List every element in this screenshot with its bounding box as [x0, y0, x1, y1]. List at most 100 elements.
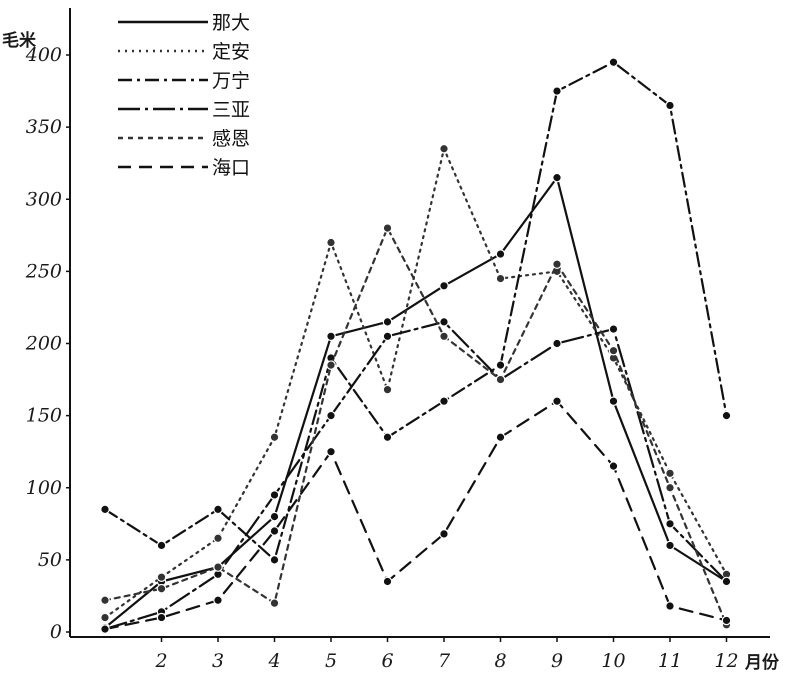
data-point	[665, 482, 675, 493]
data-point	[326, 360, 336, 370]
x-tick-label: 6	[381, 650, 393, 672]
legend-entry: 万宁	[118, 70, 250, 92]
data-point	[439, 331, 449, 342]
data-point	[213, 595, 223, 606]
x-tick-label: 4	[267, 650, 280, 672]
x-tick-label: 2	[154, 650, 167, 672]
series-lines	[100, 57, 732, 634]
data-point	[326, 331, 336, 342]
data-point	[495, 432, 506, 443]
y-tick-label: 250	[25, 260, 62, 282]
data-point	[608, 461, 619, 471]
legend-entry: 三亚	[118, 99, 250, 121]
data-point	[326, 237, 336, 248]
data-point	[665, 468, 675, 479]
legend-label: 定安	[212, 41, 250, 63]
data-point	[552, 172, 562, 183]
legend-label: 三亚	[212, 99, 250, 121]
data-point	[439, 143, 449, 154]
data-point	[552, 396, 562, 406]
series-line	[103, 320, 728, 631]
data-point	[382, 384, 393, 395]
data-point	[665, 601, 675, 611]
data-point	[269, 511, 280, 522]
data-point	[269, 598, 280, 608]
data-point	[552, 338, 562, 349]
data-point	[439, 529, 449, 539]
legend-entry: 海口	[118, 157, 250, 179]
y-tick-label: 100	[26, 477, 62, 499]
series-6	[100, 396, 732, 634]
series-5	[100, 223, 732, 630]
y-tick-label: 300	[26, 188, 62, 210]
series-line	[103, 176, 728, 629]
data-point	[439, 280, 449, 291]
x-tick-label: 10	[601, 650, 625, 672]
data-point	[439, 317, 449, 327]
data-point	[608, 324, 619, 334]
data-point	[156, 540, 167, 551]
data-point	[269, 490, 280, 500]
series-line	[103, 61, 728, 561]
legend-label: 万宁	[212, 70, 250, 92]
axes: 0 50 100 150 200 250 300 350 400 2 3 4 5 6 7 8 9 10 11 12 毛米…	[2, 8, 780, 673]
data-point	[269, 432, 280, 443]
data-point	[156, 572, 167, 582]
data-point	[721, 410, 732, 421]
data-point	[495, 360, 506, 370]
x-tick-label: 8	[494, 650, 506, 672]
data-point	[269, 526, 280, 536]
data-point	[552, 86, 562, 96]
data-point	[721, 576, 732, 587]
y-tick-label: 400	[25, 44, 62, 66]
data-point	[326, 410, 336, 421]
x-axis-label: 月份	[744, 652, 780, 673]
series-2	[100, 143, 732, 623]
series-line	[103, 227, 728, 626]
data-point	[665, 100, 675, 111]
legend-entry: 那大	[118, 12, 250, 34]
x-tick-label: 11	[658, 650, 682, 672]
y-tick-label: 150	[26, 405, 62, 427]
data-point	[213, 562, 223, 572]
legend-label: 海口	[212, 157, 250, 179]
series-3	[100, 57, 732, 565]
data-point	[326, 446, 336, 457]
series-line	[103, 400, 728, 631]
series-line	[103, 147, 728, 619]
y-tick-label: 50	[38, 549, 62, 571]
data-point	[382, 331, 393, 342]
data-point	[100, 624, 110, 634]
legend-entry: 感恩	[118, 128, 250, 150]
y-tick-label: 350	[26, 116, 62, 138]
series-4	[100, 317, 732, 634]
data-point	[495, 273, 506, 284]
legend-label: 那大	[212, 12, 250, 34]
data-point	[100, 504, 110, 515]
data-point	[156, 612, 167, 623]
data-point	[665, 540, 675, 551]
data-point	[213, 504, 223, 515]
data-point	[721, 615, 732, 626]
x-tick-label: 9	[551, 650, 563, 672]
data-point	[213, 533, 223, 544]
x-tick-label: 12	[714, 650, 738, 672]
data-point	[439, 396, 449, 406]
y-axis-label: 毛米	[2, 30, 37, 51]
data-point	[608, 345, 619, 356]
data-point	[495, 249, 506, 259]
data-point	[100, 595, 110, 606]
x-tick-label: 5	[325, 650, 337, 672]
data-point	[382, 576, 393, 587]
data-point	[269, 555, 280, 565]
data-point	[495, 374, 506, 385]
data-point	[382, 223, 393, 233]
y-tick-label: 0	[50, 621, 62, 643]
x-tick-label: 3	[212, 650, 224, 672]
x-tick-label: 7	[438, 650, 451, 672]
data-point	[382, 432, 393, 443]
data-point	[156, 583, 167, 594]
